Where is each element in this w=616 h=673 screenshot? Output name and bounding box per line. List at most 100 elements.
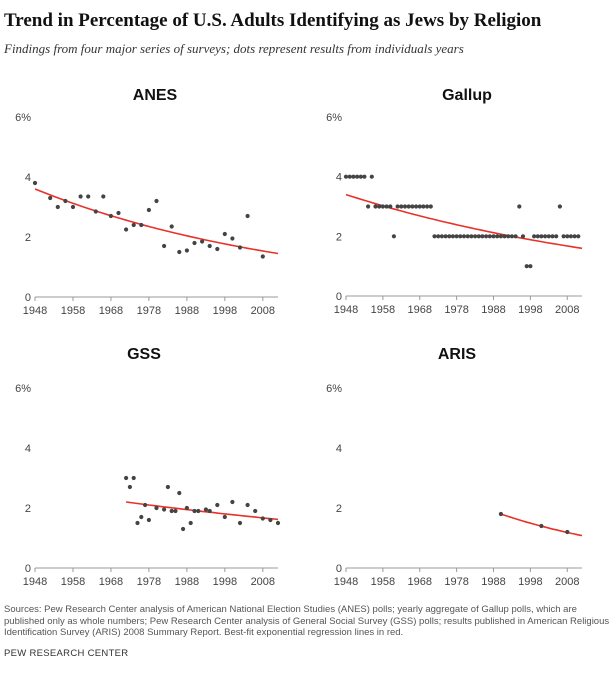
aris-x-tick-label: 1948 (334, 576, 358, 588)
gss-data-point (173, 508, 178, 514)
gallup-data-point (554, 234, 559, 239)
anes-data-point (108, 213, 113, 219)
anes-data-point (124, 227, 129, 232)
anes-x-tick-label: 1958 (61, 305, 85, 317)
small-multiples-chart: ANES 0 2 4 6% 1948 1958 1968 1978 1988 1998 2008 Gal… (15, 87, 583, 588)
chart-subtitle: Findings from four major series of surve… (4, 41, 464, 56)
gallup-data-point (572, 234, 577, 239)
gallup-x-tick-label: 1978 (444, 304, 468, 316)
gallup-data-point (576, 234, 581, 239)
gallup-x-tick-label: 1958 (371, 304, 395, 316)
gss-data-point (222, 514, 227, 520)
gallup-data-point (543, 234, 548, 239)
gallup-data-point (487, 234, 492, 239)
gss-data-point (169, 508, 174, 514)
anes-data-point (93, 209, 98, 214)
gallup-data-point (417, 204, 422, 209)
gallup-data-point (343, 174, 349, 179)
gallup-data-point (461, 234, 467, 239)
anes-data-point (177, 249, 182, 255)
gallup-y-tick-label: 6% (326, 112, 342, 124)
gallup-data-point (388, 204, 393, 209)
gallup-data-point (358, 174, 363, 179)
gss-data-point (215, 502, 220, 508)
gss-data-point (184, 505, 189, 511)
gss-y-tick-label: 0 (25, 563, 31, 575)
gss-x-tick-label: 1968 (99, 576, 123, 588)
anes-data-point (260, 254, 265, 259)
aris-y-tick-label: 6% (326, 383, 342, 395)
anes-data-point (101, 194, 106, 199)
gallup-data-point (399, 204, 404, 209)
gallup-y-tick-label: 4 (336, 172, 342, 184)
aris-y-tick-label: 4 (336, 443, 342, 455)
anes-data-point (169, 224, 174, 229)
gallup-data-point (498, 234, 503, 239)
gss-x-tick-label: 2008 (251, 576, 275, 588)
gallup-data-point (377, 204, 382, 209)
gss-data-point (245, 502, 250, 508)
gallup-data-point (443, 234, 448, 239)
gallup-data-point (369, 174, 374, 179)
gallup-data-point (495, 234, 500, 239)
gallup-data-point (513, 234, 518, 239)
gss-data-point (154, 505, 159, 511)
anes-data-point (215, 246, 220, 252)
gss-x-tick-label: 1988 (175, 576, 199, 588)
gss-data-point (139, 514, 144, 520)
gallup-y-tick-label: 2 (336, 231, 342, 243)
gss-data-point (268, 517, 273, 523)
anes-data-point (230, 236, 235, 241)
gallup-panel-title: Gallup (442, 87, 492, 104)
gallup-data-point (550, 234, 555, 239)
gallup-data-point (539, 234, 544, 239)
gallup-data-point (432, 234, 437, 239)
gallup-trend-line (345, 193, 583, 250)
gallup-data-point (476, 234, 481, 239)
gallup-data-point (502, 234, 507, 239)
gallup-data-point (509, 234, 514, 239)
gallup-data-point (469, 234, 474, 239)
gss-x-tick-label: 1958 (61, 576, 85, 588)
gallup-x-tick-label: 1998 (518, 304, 542, 316)
gss-data-point (192, 508, 197, 514)
gallup-data-point (436, 234, 441, 239)
gss-data-point (165, 484, 170, 490)
gallup-data-point (380, 204, 385, 209)
gallup-x-tick-label: 2008 (555, 304, 579, 316)
anes-data-point (131, 222, 136, 228)
gallup-data-point (454, 234, 459, 239)
gallup-data-point (373, 204, 378, 209)
gallup-data-point (484, 234, 489, 239)
gallup-data-point (568, 234, 574, 239)
gallup-data-point (506, 234, 511, 239)
gss-data-point (124, 475, 129, 481)
anes-data-point (222, 231, 227, 237)
gallup-data-point (402, 204, 408, 209)
anes-data-point (139, 222, 144, 228)
anes-x-tick-label: 1948 (23, 305, 47, 317)
gallup-data-point (520, 234, 526, 239)
gallup-x-tick-label: 1968 (408, 304, 432, 316)
gallup-data-point (473, 234, 478, 239)
gallup-data-point (410, 204, 415, 209)
gallup-data-point (447, 234, 452, 239)
gss-data-point (131, 475, 136, 481)
gss-x-tick-label: 1978 (137, 576, 161, 588)
gallup-data-point (406, 204, 411, 209)
gss-data-point (203, 507, 208, 512)
gss-data-point (230, 499, 235, 505)
aris-x-tick-label: 1988 (481, 576, 505, 588)
gss-data-point (275, 520, 281, 526)
gallup-x-tick-label: 1988 (481, 304, 505, 316)
gss-data-point (196, 508, 201, 514)
gallup-data-point (391, 234, 396, 239)
anes-data-point (146, 207, 151, 213)
aris-data-point (565, 529, 570, 535)
gallup-data-point (491, 234, 496, 239)
anes-data-point (48, 195, 53, 201)
anes-data-point (200, 239, 205, 244)
aris-x-tick-label: 1958 (371, 576, 395, 588)
gallup-data-point (362, 174, 367, 179)
gallup-data-point (532, 234, 537, 239)
